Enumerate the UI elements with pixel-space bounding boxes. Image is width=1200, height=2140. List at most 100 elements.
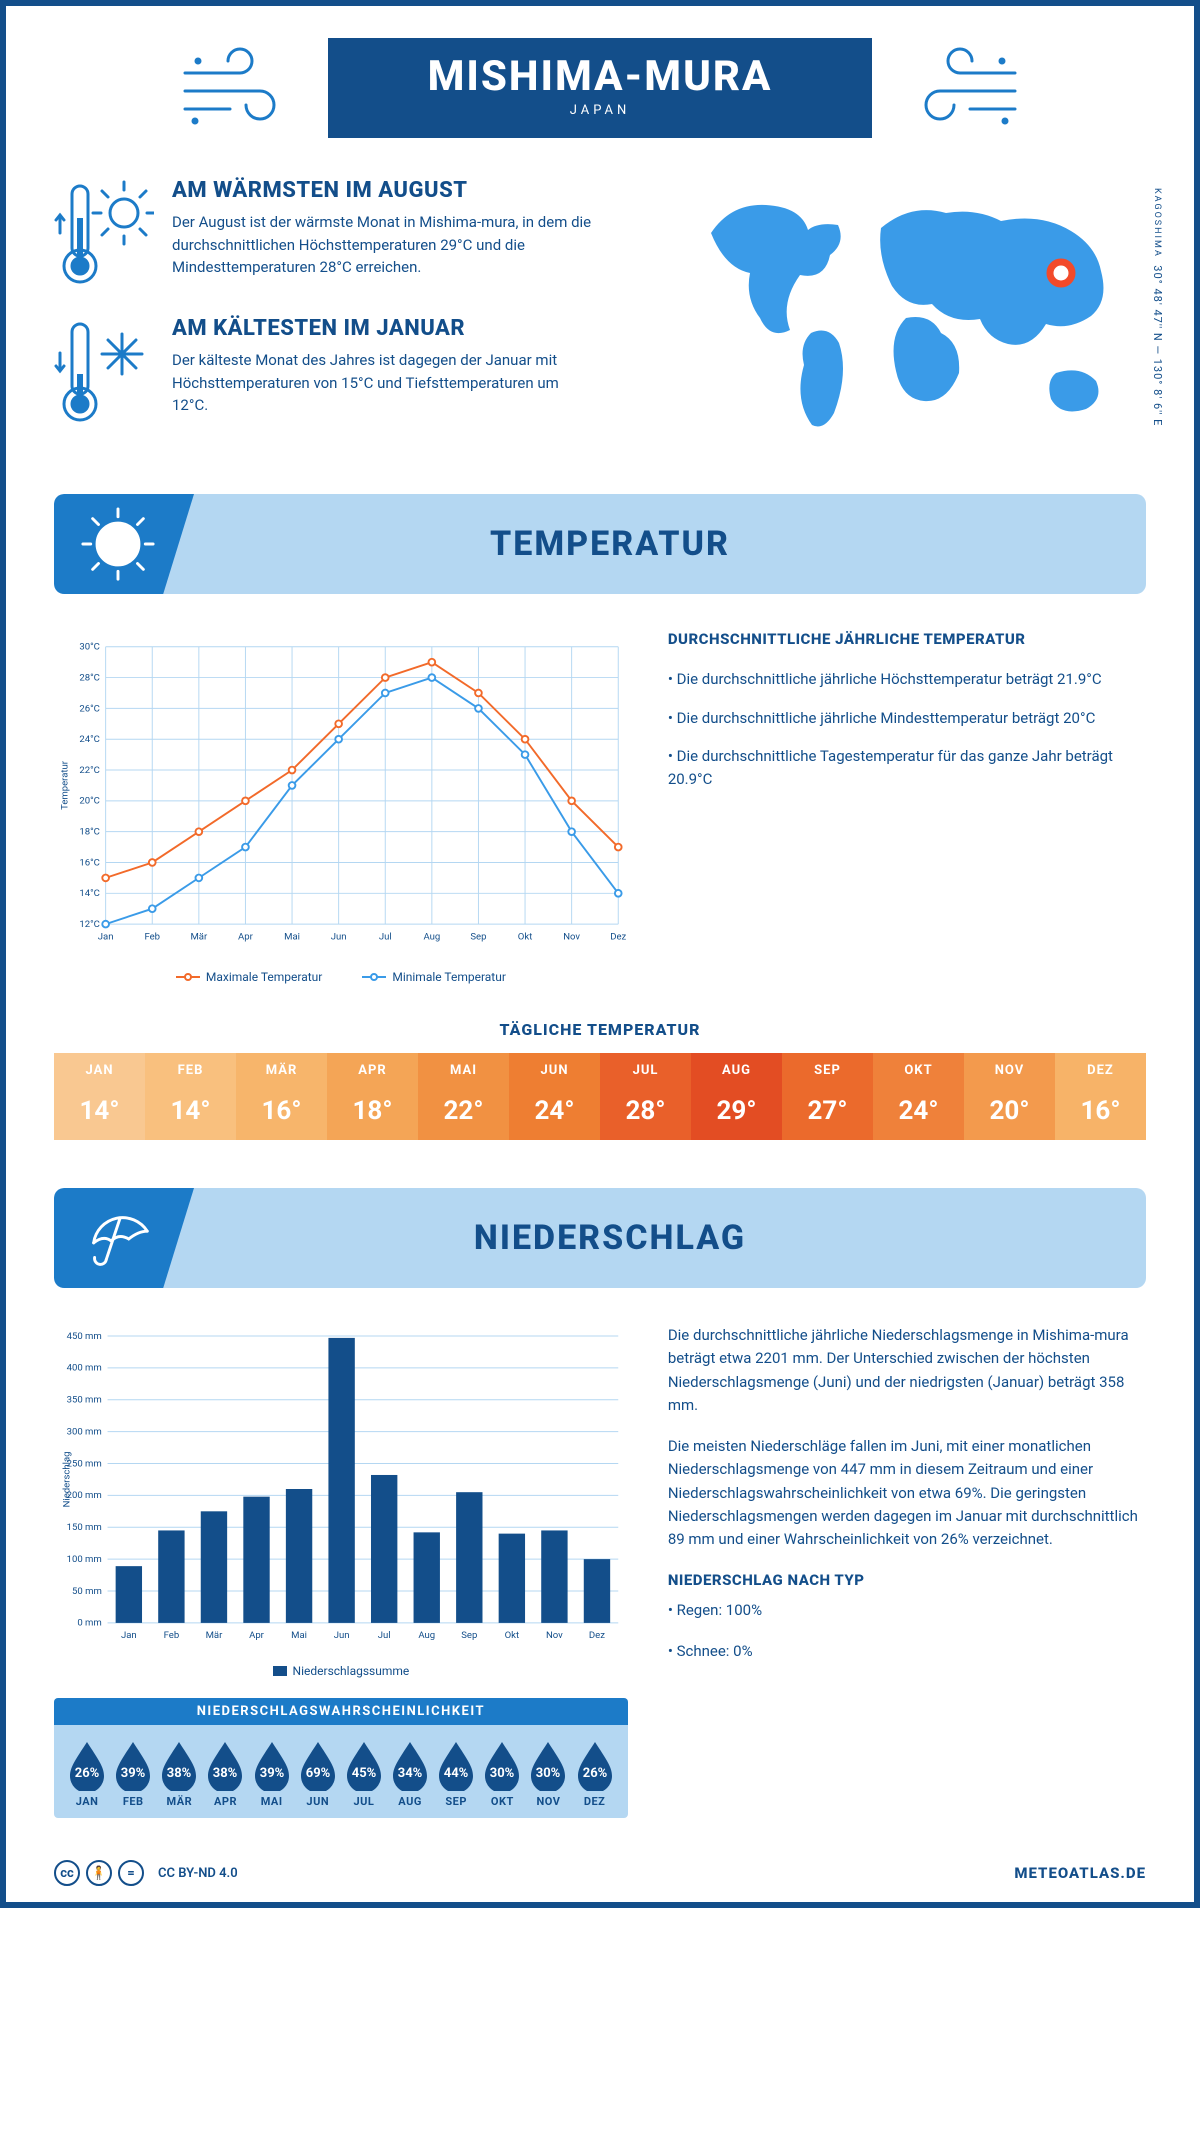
fact-warmest: AM WÄRMSTEN IM AUGUST Der August ist der… [54,178,636,288]
temperature-stats: DURCHSCHNITTLICHE JÄHRLICHE TEMPERATUR •… [668,630,1146,984]
svg-text:Feb: Feb [164,1630,180,1641]
stat-item: • Die durchschnittliche jährliche Mindes… [668,707,1146,730]
probability-drop: 34%AUG [389,1739,431,1808]
svg-text:Aug: Aug [423,931,440,942]
footer: cc 🧍 = CC BY-ND 4.0 METEOATLAS.DE [54,1848,1146,1886]
probability-drop: 38%APR [204,1739,246,1808]
fact-title: AM WÄRMSTEN IM AUGUST [172,178,592,203]
umbrella-icon [54,1188,194,1288]
probability-header: NIEDERSCHLAGSWAHRSCHEINLICHKEIT [54,1698,628,1725]
svg-text:30°C: 30°C [79,642,100,653]
svg-text:300 mm: 300 mm [67,1426,102,1437]
daily-cell: JUL28° [600,1053,691,1140]
svg-text:18°C: 18°C [79,827,100,838]
wind-icon [900,43,1020,133]
precipitation-chart: 0 mm50 mm100 mm150 mm200 mm250 mm300 mm3… [54,1324,628,1654]
svg-text:350 mm: 350 mm [67,1395,102,1406]
daily-temp-title: TÄGLICHE TEMPERATUR [54,1020,1146,1039]
probability-grid: 26%JAN39%FEB38%MÄR38%APR39%MAI69%JUN45%J… [54,1725,628,1818]
svg-text:16°C: 16°C [79,857,100,868]
svg-text:Nov: Nov [563,931,580,942]
daily-cell: SEP27° [782,1053,873,1140]
svg-text:Mär: Mär [190,931,208,942]
stat-item: • Die durchschnittliche jährliche Höchst… [668,668,1146,691]
probability-drop: 45%JUL [343,1739,385,1808]
precip-type: • Regen: 100% [668,1599,1146,1622]
svg-text:Mai: Mai [284,931,300,942]
thermometer-snow-icon [54,316,154,426]
svg-text:50 mm: 50 mm [72,1586,102,1597]
svg-text:100 mm: 100 mm [67,1554,102,1565]
precipitation-body: 0 mm50 mm100 mm150 mm200 mm250 mm300 mm3… [54,1324,1146,1818]
svg-text:Niederschlag: Niederschlag [61,1451,72,1507]
daily-cell: APR18° [327,1053,418,1140]
svg-text:Sep: Sep [461,1630,477,1641]
svg-text:28°C: 28°C [79,672,100,683]
svg-text:Apr: Apr [238,931,254,942]
summary-row: AM WÄRMSTEN IM AUGUST Der August ist der… [54,178,1146,454]
daily-cell: FEB14° [145,1053,236,1140]
probability-drop: 44%SEP [435,1739,477,1808]
fact-title: AM KÄLTESTEN IM JANUAR [172,316,592,341]
chart-legend: Maximale Temperatur Minimale Temperatur [54,970,628,984]
precip-type: • Schnee: 0% [668,1640,1146,1663]
svg-text:26°C: 26°C [79,703,100,714]
thermometer-sun-icon [54,178,154,288]
svg-text:12°C: 12°C [79,919,100,930]
svg-text:Jun: Jun [331,931,347,942]
daily-cell: DEZ16° [1055,1053,1146,1140]
nd-icon: = [118,1860,144,1886]
stats-title: DURCHSCHNITTLICHE JÄHRLICHE TEMPERATUR [668,630,1146,648]
precip-paragraph: Die meisten Niederschläge fallen im Juni… [668,1435,1146,1551]
brand-text: METEOATLAS.DE [1014,1864,1146,1882]
precip-paragraph: Die durchschnittliche jährliche Niedersc… [668,1324,1146,1417]
svg-text:14°C: 14°C [79,888,100,899]
daily-cell: JAN14° [54,1053,145,1140]
svg-text:Jan: Jan [121,1630,137,1641]
svg-text:69%: 69% [306,1766,331,1781]
svg-text:Feb: Feb [144,931,160,942]
fact-body: Der August ist der wärmste Monat in Mish… [172,211,592,279]
svg-text:400 mm: 400 mm [67,1363,102,1374]
probability-drop: 30%OKT [481,1739,523,1808]
page-subtitle: JAPAN [428,103,773,118]
precipitation-text: Die durchschnittliche jährliche Niedersc… [668,1324,1146,1818]
svg-text:Apr: Apr [249,1630,265,1641]
probability-drop: 26%DEZ [574,1739,616,1808]
svg-text:Nov: Nov [546,1630,563,1641]
probability-drop: 38%MÄR [158,1739,200,1808]
svg-text:Temperatur: Temperatur [59,760,70,810]
svg-text:38%: 38% [213,1766,238,1781]
daily-cell: MÄR16° [236,1053,327,1140]
svg-text:Jul: Jul [378,1630,391,1641]
svg-text:26%: 26% [75,1766,100,1781]
cc-icons: cc 🧍 = [54,1860,144,1886]
stat-item: • Die durchschnittliche Tagestemperatur … [668,745,1146,790]
svg-text:150 mm: 150 mm [67,1522,102,1533]
title-ribbon: MISHIMA-MURA JAPAN [328,38,873,138]
temperature-body: 12°C14°C16°C18°C20°C22°C24°C26°C28°C30°C… [54,630,1146,984]
svg-text:Okt: Okt [505,1630,520,1641]
temperature-chart: 12°C14°C16°C18°C20°C22°C24°C26°C28°C30°C… [54,630,628,984]
daily-cell: NOV20° [964,1053,1055,1140]
svg-text:45%: 45% [352,1766,377,1781]
wind-icon [180,43,300,133]
svg-text:Okt: Okt [518,931,533,942]
probability-drop: 26%JAN [66,1739,108,1808]
svg-text:Dez: Dez [610,931,626,942]
chart-legend: Niederschlagssumme [54,1664,628,1678]
svg-text:30%: 30% [536,1766,561,1781]
svg-text:39%: 39% [121,1766,146,1781]
svg-text:20°C: 20°C [79,796,100,807]
daily-cell: JUN24° [509,1053,600,1140]
section-header-precipitation: NIEDERSCHLAG [54,1188,1146,1288]
precip-type-title: NIEDERSCHLAG NACH TYP [668,1569,1146,1592]
svg-text:24°C: 24°C [79,734,100,745]
daily-temperature-grid: JAN14°FEB14°MÄR16°APR18°MAI22°JUN24°JUL2… [54,1053,1146,1140]
precipitation-left: 0 mm50 mm100 mm150 mm200 mm250 mm300 mm3… [54,1324,628,1818]
svg-text:38%: 38% [167,1766,192,1781]
svg-text:34%: 34% [398,1766,423,1781]
daily-cell: OKT24° [873,1053,964,1140]
page-title: MISHIMA-MURA [428,52,773,101]
svg-text:Sep: Sep [470,931,486,942]
